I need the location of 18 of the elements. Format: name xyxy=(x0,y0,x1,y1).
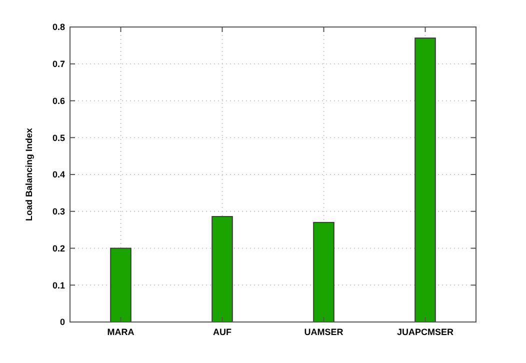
y-tick-label: 0.8 xyxy=(52,22,65,32)
y-tick-label: 0.2 xyxy=(52,243,65,254)
y-tick-label: 0.5 xyxy=(52,132,65,143)
bar xyxy=(110,248,132,322)
bar xyxy=(313,222,334,322)
x-tick-label: MARA xyxy=(107,327,135,337)
x-tick-label: JUAPCMSER xyxy=(396,327,454,337)
y-tick-label: 0.1 xyxy=(52,280,65,290)
y-tick-label: 0 xyxy=(60,317,65,328)
y-tick-label: 0.7 xyxy=(52,59,65,70)
y-tick-label: 0.4 xyxy=(52,170,65,180)
bar xyxy=(212,216,233,322)
x-tick-label: AUF xyxy=(213,327,232,337)
bar xyxy=(414,38,436,322)
x-tick-label: UAMSER xyxy=(304,327,344,337)
y-tick-label: 0.3 xyxy=(52,206,65,217)
y-tick-label: 0.6 xyxy=(52,96,65,106)
y-axis-title: Load Balancing Index xyxy=(24,128,34,222)
